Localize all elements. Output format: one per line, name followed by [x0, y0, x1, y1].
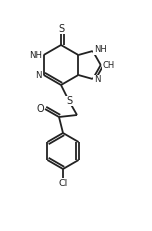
- Text: N: N: [35, 70, 42, 79]
- Text: N: N: [94, 76, 100, 85]
- Text: Cl: Cl: [58, 179, 68, 188]
- Text: S: S: [58, 24, 64, 34]
- Text: S: S: [66, 96, 72, 106]
- Text: NH: NH: [29, 51, 42, 60]
- Text: CH: CH: [103, 61, 115, 70]
- Text: O: O: [36, 104, 44, 114]
- Text: NH: NH: [94, 46, 106, 55]
